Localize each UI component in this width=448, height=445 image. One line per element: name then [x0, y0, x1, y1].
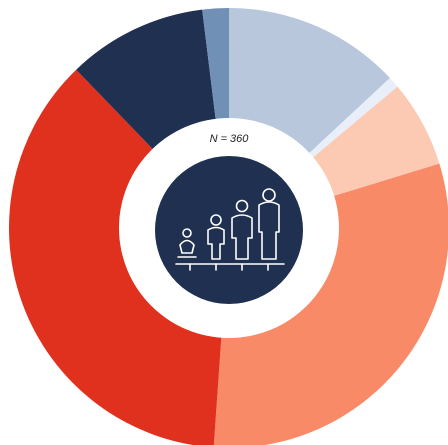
wedges — [9, 8, 448, 445]
center-badge — [155, 156, 303, 304]
wedge — [302, 77, 398, 164]
wedge — [202, 8, 229, 129]
wedge — [76, 9, 217, 157]
wedge — [9, 69, 223, 445]
wedge — [305, 86, 440, 199]
people-icon — [175, 188, 285, 271]
annotation: N = 360 — [210, 133, 250, 145]
wedge — [213, 163, 448, 445]
wedge — [229, 8, 390, 160]
